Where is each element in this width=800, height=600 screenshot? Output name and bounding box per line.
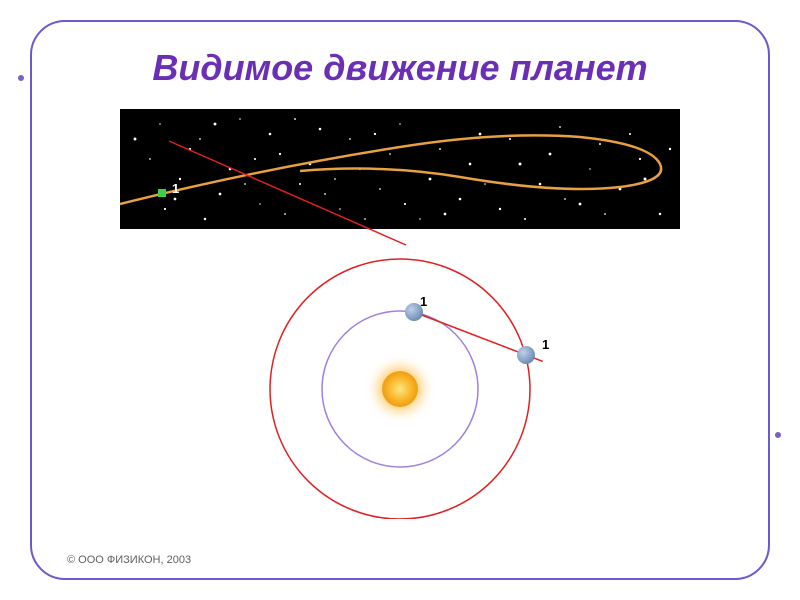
sky-svg (120, 109, 680, 229)
slide-title: Видимое движение планет (52, 47, 748, 89)
sun (382, 371, 418, 407)
slide-frame: Видимое движение планет 1 1 1 © ООО ФИЗИ… (30, 20, 770, 580)
inner-planet-label: 1 (420, 294, 427, 309)
sky-panel: 1 (120, 109, 680, 229)
bullet-dot (775, 432, 781, 438)
bullet-dot (18, 75, 24, 81)
outer-planet-label: 1 (542, 337, 549, 352)
copyright: © ООО ФИЗИКОН, 2003 (67, 554, 191, 566)
outer-planet (517, 346, 535, 364)
orbit-diagram: 1 1 (120, 239, 680, 519)
sky-marker-label: 1 (172, 181, 179, 196)
